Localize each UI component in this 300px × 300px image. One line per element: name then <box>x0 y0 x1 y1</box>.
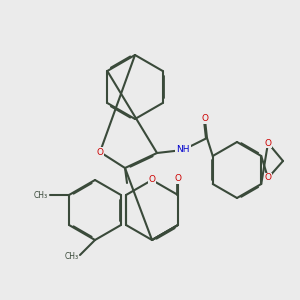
Text: O: O <box>175 174 182 183</box>
Text: NH: NH <box>176 146 190 154</box>
Text: O: O <box>265 139 272 148</box>
Text: O: O <box>97 148 104 157</box>
Text: CH₃: CH₃ <box>34 190 48 200</box>
Text: O: O <box>148 176 155 184</box>
Text: CH₃: CH₃ <box>64 252 79 261</box>
Text: O: O <box>265 173 272 182</box>
Text: O: O <box>202 114 208 123</box>
